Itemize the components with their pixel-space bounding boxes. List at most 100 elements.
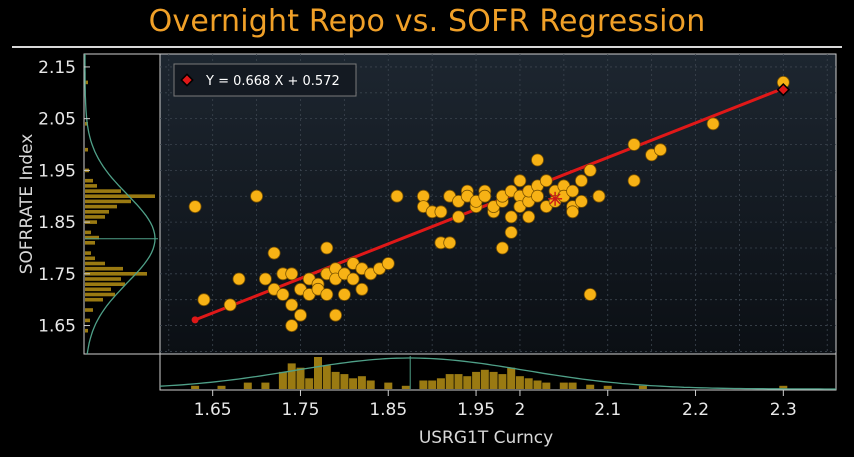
x-histogram-bar [340,374,349,389]
data-point [539,174,553,188]
y-tick-label: 1.95 [38,161,76,181]
data-point [654,143,667,157]
y-histogram-bar [85,204,117,209]
x-marginal-histogram [191,357,788,389]
y-histogram-bar [85,215,105,219]
x-histogram-bar [480,369,489,389]
x-histogram-bar [384,382,393,389]
data-point [627,138,641,151]
y-histogram-bar [85,328,88,333]
x-histogram-bar [559,382,568,389]
x-histogram-bar [454,374,463,389]
data-point [478,189,492,203]
chart-title: Overnight Repo vs. SOFR Regression [148,4,706,39]
x-histogram-bar [331,371,340,389]
data-point [504,225,518,239]
legend-box [173,63,357,97]
data-point [583,163,597,177]
x-histogram-bar [305,378,314,389]
data-point [592,189,606,203]
x-density-curve [159,357,836,390]
data-point [337,288,351,301]
legend-diamond-icon [180,73,194,87]
y-axis-ticks: 1.65 1.75 1.85 1.95 2.05 2.15 [38,58,90,337]
y-histogram-bar [85,272,147,276]
x-histogram-bar [498,374,507,389]
x-histogram-bar [261,382,270,389]
y-marginal-panel [83,53,161,355]
y-histogram-bar [85,318,90,323]
x-histogram-bar [191,385,200,389]
x-marginal-panel [159,353,837,391]
x-histogram-bar [436,378,445,389]
x-axis-label: USRG1T Curncy [419,428,553,448]
x-histogram-bar [586,384,595,389]
y-histogram-bar [85,80,88,85]
highlighted-point-diamond [776,82,791,97]
y-histogram-bar [85,282,125,286]
x-histogram-bar [287,363,296,389]
x-histogram-bar [243,382,252,389]
mean-star-marker [548,191,563,206]
x-tick-label: 1.95 [457,400,495,420]
y-tick-label: 1.85 [38,213,76,233]
data-point [504,210,518,224]
y-histogram-bar [85,256,95,261]
data-point [285,319,299,333]
y-tick-label: 2.15 [38,58,76,78]
y-histogram-bar [85,210,109,214]
regression-endpoint-markers [191,82,791,324]
y-histogram-bar [85,189,121,193]
x-tick-label: 1.65 [194,400,232,420]
data-point [575,174,588,188]
y-histogram-bar [85,147,88,152]
data-point [566,184,579,198]
y-histogram-bar [85,287,111,292]
y-marginal-frame [83,53,161,355]
data-point [197,293,211,307]
y-histogram-bar [85,122,88,126]
x-histogram-bar [779,385,788,389]
x-tick-label: 1.75 [282,400,320,420]
data-point [513,174,527,188]
data-point [223,298,237,312]
y-axis-label: SOFRRATE Index [17,134,37,275]
x-tick-label: 2 [515,400,526,420]
y-histogram-bar [85,261,105,266]
data-point [320,241,334,255]
x-tick-label: 2.2 [682,400,709,420]
y-histogram-bar [85,277,121,281]
data-point [320,288,334,301]
x-histogram-bar [366,380,375,389]
y-tick-label: 1.75 [38,265,76,285]
x-histogram-bar [533,380,542,389]
y-histogram-bar [85,194,155,198]
x-tick-label: 2.3 [770,400,797,420]
x-histogram-bar [524,378,533,389]
data-point [188,200,202,214]
x-marginal-frame [159,353,837,391]
x-histogram-bar [322,365,331,389]
data-point [531,153,544,167]
x-histogram-bar [507,367,516,389]
data-point [232,272,246,286]
x-histogram-bar [542,382,551,389]
grid-lines [160,54,836,354]
legend: Y = 0.668 X + 0.572 [173,63,357,97]
x-tick-label: 1.85 [369,400,407,420]
data-point [522,210,536,224]
data-point [627,174,641,188]
x-histogram-bar [463,376,472,389]
data-point [346,272,360,286]
y-histogram-bar [85,308,93,312]
x-histogram-bar [357,376,366,389]
data-point [575,194,588,208]
y-histogram-bar [85,266,123,271]
y-histogram-bar [85,184,97,188]
x-histogram-bar [638,385,647,389]
data-point [276,288,290,301]
data-point [258,272,272,286]
y-histogram-bar [85,220,97,224]
y-density-curve [84,54,156,355]
x-histogram-bar [314,357,322,389]
